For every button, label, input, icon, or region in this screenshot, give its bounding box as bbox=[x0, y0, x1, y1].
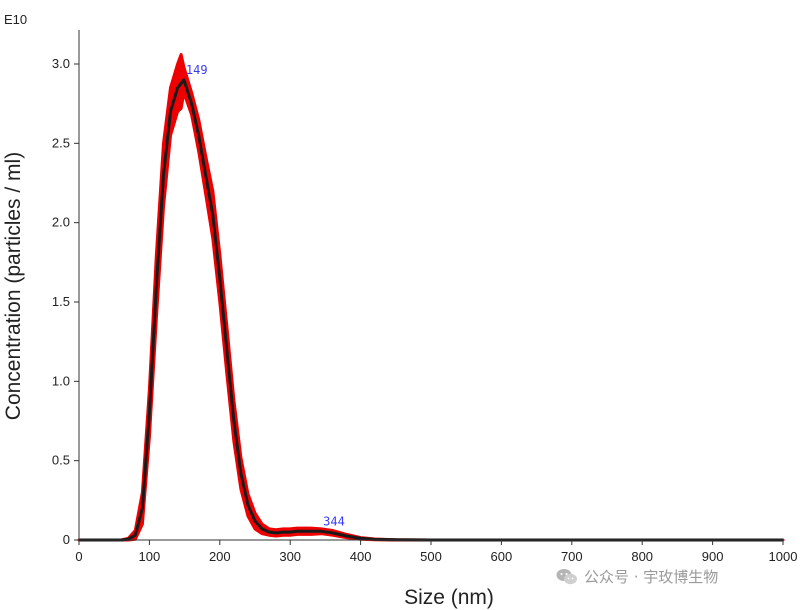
watermark: 公众号 · 宇玫博生物 bbox=[556, 566, 718, 587]
x-tick-label: 500 bbox=[420, 549, 442, 564]
peak-label: 344 bbox=[323, 514, 345, 528]
y-tick-label: 2.5 bbox=[52, 135, 70, 150]
y-tick-label: 0.5 bbox=[52, 453, 70, 468]
y-tick-label: 3.0 bbox=[52, 56, 70, 71]
wechat-icon bbox=[556, 568, 577, 584]
error-band-layer bbox=[77, 53, 785, 542]
y-tick-label: 1.5 bbox=[52, 294, 70, 309]
x-tick-label: 600 bbox=[491, 549, 513, 564]
x-tick-label: 1000 bbox=[769, 549, 798, 564]
y-tick-label: 1.0 bbox=[52, 373, 70, 388]
mean-line-layer bbox=[79, 78, 783, 542]
axes bbox=[78, 30, 783, 541]
watermark-text: 公众号 · 宇玫博生物 bbox=[584, 568, 719, 586]
x-axis-title: Size (nm) bbox=[404, 586, 494, 609]
x-tick-label: 800 bbox=[631, 549, 653, 564]
x-tick-label: 300 bbox=[279, 549, 301, 564]
y-tick-label: 2.0 bbox=[52, 215, 70, 230]
x-tick-label: 0 bbox=[75, 549, 82, 564]
x-tick-label: 100 bbox=[139, 549, 161, 564]
peak-annotations: 149 344 bbox=[186, 63, 345, 528]
peak-label: 149 bbox=[186, 63, 208, 77]
y-exponent-label: E10 bbox=[4, 12, 27, 27]
tick-labels: 0 100 200 300 400 500 600 700 800 900 1000 0 0.5 1.0 1… bbox=[52, 56, 798, 564]
y-tick-label: 0 bbox=[63, 532, 70, 547]
y-axis-title: Concentration (particles / ml) bbox=[2, 152, 25, 420]
x-tick-label: 400 bbox=[350, 549, 372, 564]
x-tick-label: 700 bbox=[561, 549, 583, 564]
error-band bbox=[77, 53, 785, 542]
mean-concentration-line bbox=[79, 78, 783, 542]
x-tick-label: 900 bbox=[702, 549, 724, 564]
x-tick-label: 200 bbox=[209, 549, 231, 564]
